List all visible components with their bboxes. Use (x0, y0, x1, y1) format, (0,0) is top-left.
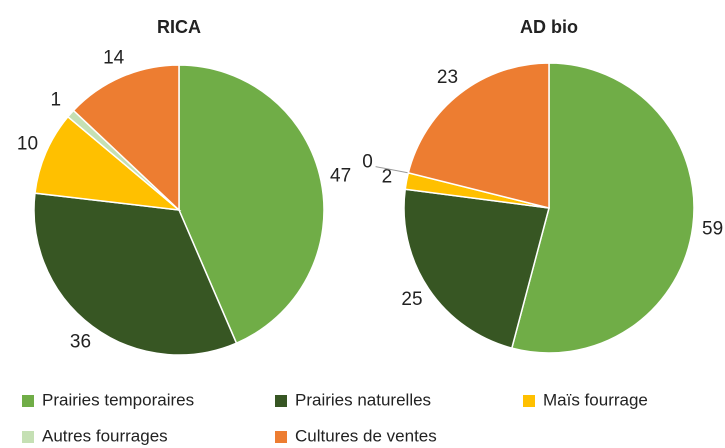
chart-title: AD bio (520, 17, 578, 37)
data-label: 59 (702, 218, 723, 239)
data-label: 14 (103, 48, 125, 69)
legend-swatch (523, 395, 535, 407)
leader-line (375, 166, 409, 174)
data-label: 1 (50, 89, 61, 110)
legend-label: Prairies temporaires (42, 390, 194, 409)
data-label: 10 (17, 134, 38, 155)
data-label: 47 (330, 166, 351, 187)
legend-swatch (22, 431, 34, 443)
data-label: 25 (401, 289, 422, 310)
data-label: 36 (70, 331, 91, 352)
legend-label: Autres fourrages (42, 426, 168, 445)
chart-title: RICA (157, 17, 201, 37)
pie-slice (407, 62, 550, 209)
legend-swatch (275, 431, 287, 443)
pie-slice (34, 115, 182, 212)
legend-label: Cultures de ventes (295, 426, 437, 445)
pie-slice (403, 188, 550, 350)
pie-slice (178, 64, 325, 345)
pie-slice (510, 62, 695, 354)
legend-swatch (22, 395, 34, 407)
legend-label: Maïs fourrage (543, 390, 648, 409)
pie-slice (72, 64, 180, 212)
data-label: 2 (382, 166, 393, 187)
data-label: 0 (362, 152, 373, 173)
data-label: 23 (437, 67, 458, 88)
pie-slice (33, 192, 238, 356)
legend-label: Prairies naturelles (295, 390, 431, 409)
legend-swatch (275, 395, 287, 407)
